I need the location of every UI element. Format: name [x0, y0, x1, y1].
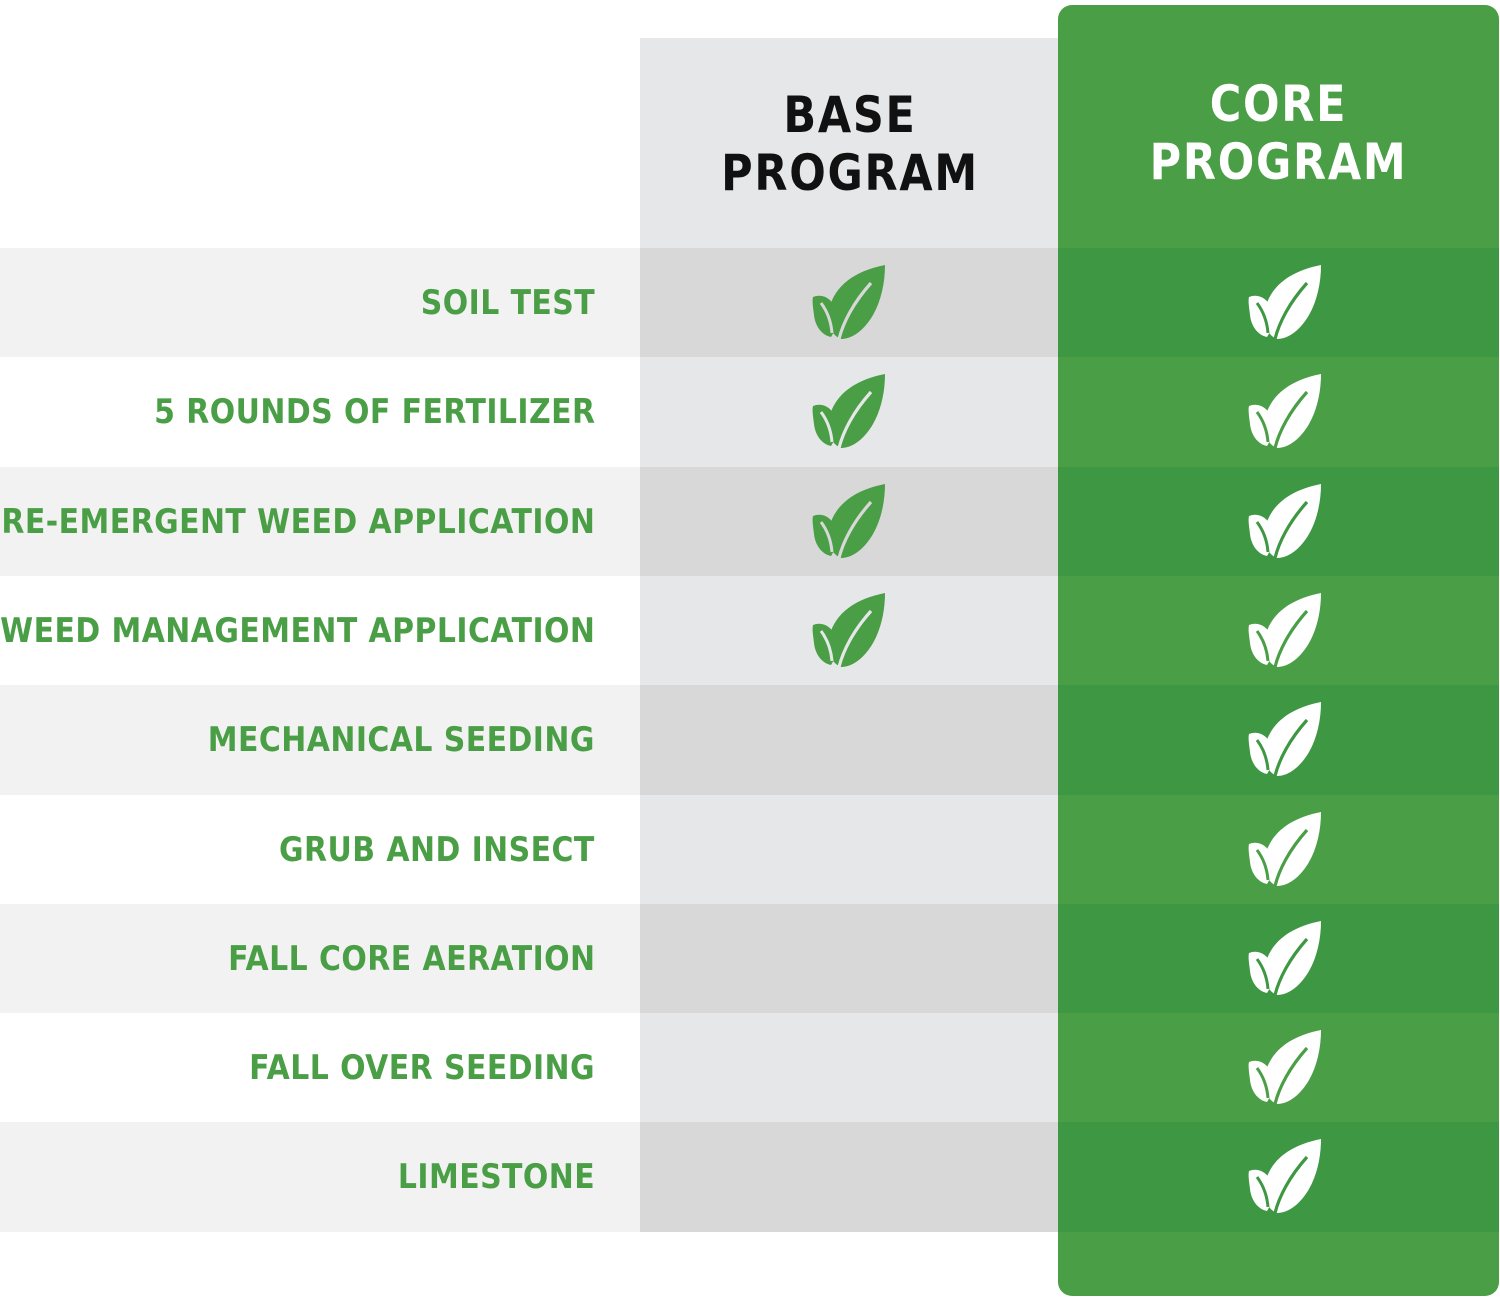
core-header-line2: PROGRAM — [1149, 133, 1408, 191]
feature-label: GRUB AND INSECT — [279, 829, 595, 870]
table-row: MECHANICAL SEEDING — [0, 685, 1500, 796]
leaf-check-icon — [1245, 482, 1325, 562]
base-cell — [640, 1013, 1058, 1124]
leaf-check-icon — [1245, 810, 1325, 890]
leaf-check-icon — [1245, 1028, 1325, 1108]
feature-label: FALL OVER SEEDING — [249, 1048, 595, 1089]
leaf-check-icon — [809, 263, 889, 343]
feature-label: WEED MANAGEMENT APPLICATION — [0, 610, 595, 651]
leaf-check-icon — [1245, 591, 1325, 671]
feature-cell — [0, 357, 640, 468]
table-row: GRUB AND INSECT — [0, 794, 1500, 905]
table-row: WEED MANAGEMENT APPLICATION — [0, 575, 1500, 686]
table-row: FALL CORE AERATION — [0, 903, 1500, 1014]
core-program-header: CORE PROGRAM — [1089, 75, 1468, 191]
leaf-check-icon — [1245, 919, 1325, 999]
table-row: SOIL TEST — [0, 248, 1500, 358]
feature-label: FALL CORE AERATION — [227, 938, 595, 979]
feature-cell — [0, 466, 640, 577]
base-cell — [640, 685, 1058, 796]
table-row: LIMESTONE — [0, 1122, 1500, 1233]
feature-cell — [0, 1122, 640, 1233]
feature-cell — [0, 575, 640, 686]
feature-cell — [0, 1013, 640, 1124]
table-row: PRE-EMERGENT WEED APPLICATION — [0, 466, 1500, 577]
table-row: 5 ROUNDS OF FERTILIZER — [0, 357, 1500, 468]
leaf-check-icon — [1245, 1137, 1325, 1217]
base-header-line2: PROGRAM — [721, 144, 979, 202]
feature-label: SOIL TEST — [420, 283, 595, 323]
feature-cell — [0, 794, 640, 905]
leaf-check-icon — [1245, 700, 1325, 780]
base-header-line1: BASE — [783, 86, 917, 144]
base-cell — [640, 794, 1058, 905]
feature-label: PRE-EMERGENT WEED APPLICATION — [0, 501, 595, 542]
table-row: FALL OVER SEEDING — [0, 1013, 1500, 1124]
leaf-check-icon — [809, 372, 889, 452]
feature-cell — [0, 903, 640, 1014]
base-cell — [640, 903, 1058, 1014]
feature-cell — [0, 685, 640, 796]
leaf-check-icon — [809, 482, 889, 562]
base-program-header: BASE PROGRAM — [669, 86, 1030, 202]
leaf-check-icon — [1245, 263, 1325, 343]
feature-label: 5 ROUNDS OF FERTILIZER — [153, 392, 595, 433]
leaf-check-icon — [809, 591, 889, 671]
core-header-line1: CORE — [1209, 75, 1348, 133]
feature-label: MECHANICAL SEEDING — [207, 720, 595, 761]
base-cell — [640, 1122, 1058, 1233]
feature-label: LIMESTONE — [397, 1157, 595, 1198]
leaf-check-icon — [1245, 372, 1325, 452]
feature-cell — [0, 248, 640, 358]
